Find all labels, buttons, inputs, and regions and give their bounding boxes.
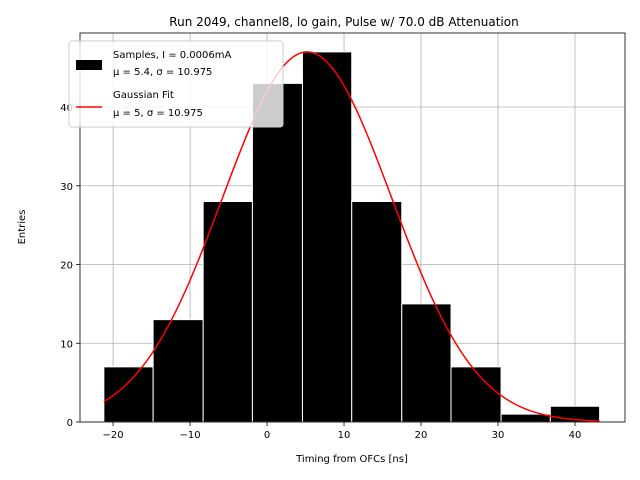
y-tick-label: 20: [60, 261, 73, 272]
legend-fit-line2: μ = 5, σ = 10.975: [113, 108, 203, 119]
y-tick-label: 40: [60, 103, 73, 114]
x-axis-label: Timing from OFCs [ns]: [295, 454, 408, 465]
legend-samples-line1: Samples, I = 0.0006mA: [113, 50, 231, 61]
y-tick-label: 0: [67, 418, 73, 429]
chart-title: Run 2049, channel8, lo gain, Pulse w/ 70…: [169, 15, 518, 29]
x-tick-label: 30: [492, 430, 505, 441]
histogram-bar: [103, 366, 154, 423]
legend-samples-swatch: [76, 60, 102, 70]
x-tick-label: −10: [180, 430, 201, 441]
histogram-bar: [450, 366, 502, 423]
legend-samples-line2: μ = 5.4, σ = 10.975: [113, 67, 212, 78]
histogram-bars: [103, 51, 601, 423]
y-tick-label: 30: [60, 182, 73, 193]
histogram-bar: [351, 201, 403, 423]
x-tick-label: −20: [103, 430, 124, 441]
histogram-bar: [251, 82, 303, 423]
histogram-bar: [500, 413, 551, 423]
y-tick-label: 10: [60, 339, 73, 350]
gaussian-fit-curve: [103, 51, 600, 422]
histogram-bar: [401, 303, 452, 423]
x-tick-label: 0: [264, 430, 270, 441]
legend: Samples, I = 0.0006mA μ = 5.4, σ = 10.97…: [68, 40, 284, 128]
x-axis-ticks: −20 −10 0 10 20 30 40: [103, 422, 582, 441]
x-tick-label: 20: [415, 430, 428, 441]
y-axis-ticks: 0 10 20 30 40: [60, 103, 80, 429]
y-axis-label: Entries: [17, 210, 28, 245]
histogram-bar: [152, 319, 204, 423]
x-tick-label: 40: [569, 430, 582, 441]
legend-fit-line1: Gaussian Fit: [113, 90, 174, 101]
histogram-bar: [202, 201, 253, 423]
legend-box: [68, 40, 284, 128]
plot-frame: [79, 32, 626, 423]
histogram-bar: [301, 51, 353, 423]
x-tick-label: 10: [338, 430, 351, 441]
